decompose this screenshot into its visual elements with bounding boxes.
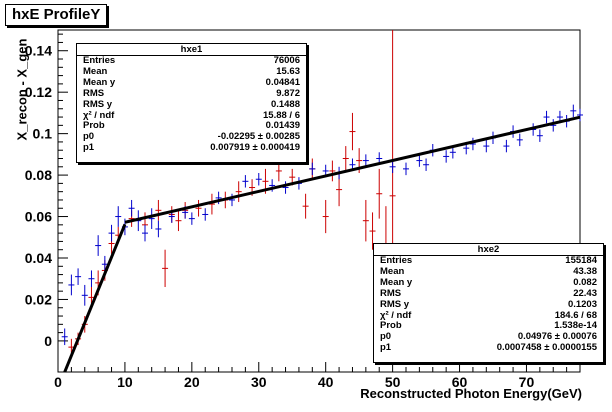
- stats-key: Entries: [380, 255, 413, 266]
- fit-line: [63, 223, 127, 373]
- stats-value: 0.007919 ± 0.000419: [210, 142, 300, 154]
- stats-row: RMS 9.872: [77, 87, 306, 100]
- x-tick-label: 70: [519, 374, 535, 390]
- stats-row: p0 0.04976 ± 0.00076: [374, 331, 603, 343]
- stats-row: p1 0.007919 ± 0.000419: [77, 142, 306, 154]
- stats-value: 155184: [565, 255, 597, 266]
- fit-line: [124, 115, 581, 224]
- y-tick-label: 0: [44, 333, 52, 349]
- x-axis-label: Reconstructed Photon Energy(GeV): [360, 386, 582, 401]
- stats-key: RMS y: [380, 298, 410, 310]
- stats-box-hxe1: hxe1 Entries 76006 Mean 15.63 Mean y 0.04841 R…: [76, 43, 307, 163]
- stats-value: 0.01439: [265, 120, 300, 132]
- x-tick-label: 0: [54, 374, 62, 390]
- stats-key: Mean y: [380, 276, 413, 288]
- plot-frame: [57, 29, 581, 373]
- stats-value: 15.88 / 6: [263, 109, 300, 121]
- x-tick-label: 60: [452, 374, 468, 390]
- stats-key: Prob: [83, 120, 105, 132]
- stats-value: 15.63: [276, 65, 300, 77]
- stats-value: 0.082: [573, 276, 597, 288]
- stats-row: RMS y 0.1203: [374, 298, 603, 311]
- stats-key: Prob: [380, 320, 402, 332]
- stats-row: Prob 0.01439: [77, 121, 306, 132]
- x-tick-label: 20: [184, 374, 200, 390]
- stats-row: p0 -0.02295 ± 0.00285: [77, 131, 306, 143]
- stats-key: χ² / ndf: [380, 309, 412, 321]
- stats-value: 184.6 / 68: [554, 309, 597, 321]
- stats-box-hxe2: hxe2 Entries 155184 Mean 43.38 Mean y 0.082 RM…: [373, 243, 604, 363]
- stats-key: RMS: [380, 287, 402, 299]
- x-tick-label: 50: [385, 374, 401, 390]
- y-axis-label: X_recon - X_gen: [14, 38, 30, 141]
- stats-value: 22.43: [573, 287, 597, 299]
- stats-value: 0.1488: [270, 98, 300, 110]
- stats-row: χ² / ndf 184.6 / 68: [374, 309, 603, 322]
- stats-row: Mean y 0.04841: [77, 76, 306, 89]
- stats-key: χ² / ndf: [83, 109, 115, 121]
- x-tick-label: 10: [117, 374, 133, 390]
- stats-row: Prob 1.538e-14: [374, 321, 603, 332]
- stats-key: Mean: [83, 65, 108, 77]
- x-tick-label: 40: [318, 374, 334, 390]
- stats-value: 1.538e-14: [554, 320, 597, 332]
- stats-row: Mean 43.38: [374, 265, 603, 278]
- stats-key: p1: [83, 142, 95, 154]
- stats-box-title: hxe1: [77, 44, 306, 56]
- stats-row: Entries 76006: [77, 55, 306, 67]
- stats-table: Entries 76006 Mean 15.63 Mean y 0.04841 RMS 9.8…: [77, 55, 306, 154]
- stats-key: Mean y: [83, 76, 116, 88]
- stats-value: 76006: [273, 55, 300, 66]
- stats-row: χ² / ndf 15.88 / 6: [77, 109, 306, 122]
- stats-value: 43.38: [573, 265, 597, 277]
- stats-value: 9.872: [276, 87, 300, 99]
- stats-value: 0.04976 ± 0.00076: [517, 331, 597, 343]
- stats-key: RMS: [83, 87, 105, 99]
- stats-key: p0: [83, 131, 95, 143]
- y-tick-label: 0.02: [25, 291, 52, 307]
- y-tick-label: 0.06: [25, 209, 52, 225]
- stats-key: RMS y: [83, 98, 113, 110]
- stats-value: 0.04841: [265, 76, 300, 88]
- stats-row: p1 0.0007458 ± 0.0000155: [374, 342, 603, 354]
- stats-row: Mean 15.63: [77, 65, 306, 78]
- chart-title: hxE ProfileY: [5, 4, 108, 26]
- stats-row: Mean y 0.082: [374, 276, 603, 289]
- stats-box-title: hxe2: [374, 244, 603, 256]
- stats-value: 0.1203: [567, 298, 597, 310]
- y-tick-label: 0.08: [25, 167, 52, 183]
- stats-key: Entries: [83, 55, 116, 66]
- stats-row: RMS 22.43: [374, 287, 603, 300]
- stats-row: Entries 155184: [374, 255, 603, 267]
- stats-key: p1: [380, 342, 392, 354]
- x-tick-label: 30: [251, 374, 267, 390]
- stats-value: -0.02295 ± 0.00285: [217, 131, 300, 143]
- stats-key: p0: [380, 331, 392, 343]
- stats-value: 0.0007458 ± 0.0000155: [496, 342, 597, 354]
- y-tick-label: 0.14: [25, 43, 52, 59]
- stats-table: Entries 155184 Mean 43.38 Mean y 0.082 RMS 22.4…: [374, 255, 603, 354]
- y-tick-label: 0.12: [25, 84, 52, 100]
- y-tick-label: 0.1: [33, 126, 53, 142]
- stats-row: RMS y 0.1488: [77, 98, 306, 111]
- stats-key: Mean: [380, 265, 405, 277]
- y-tick-label: 0.04: [25, 250, 52, 266]
